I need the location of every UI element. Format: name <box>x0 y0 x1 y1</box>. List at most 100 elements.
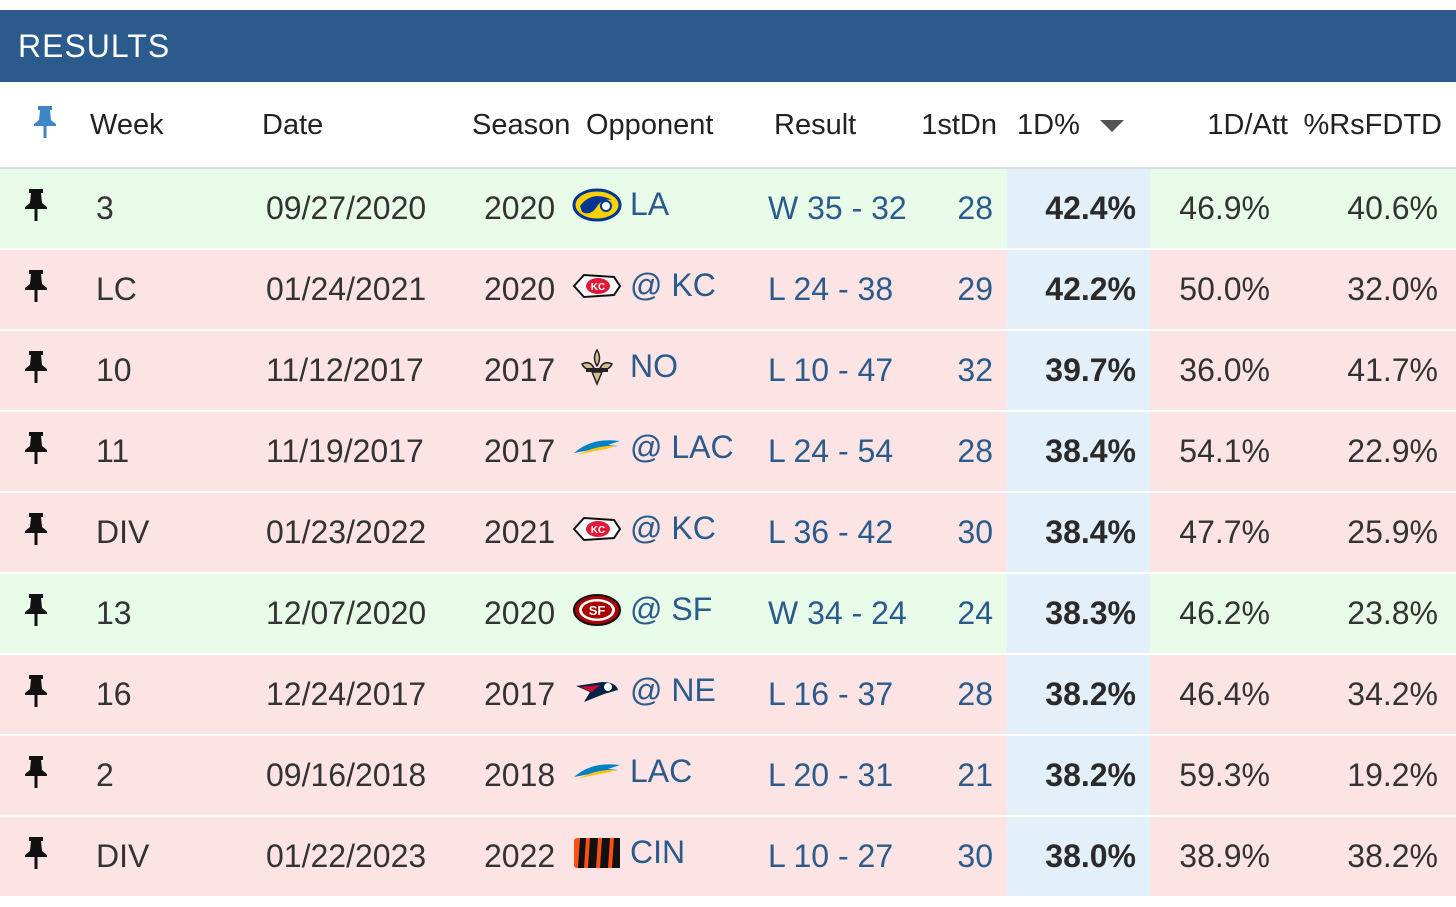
week-cell: 3 <box>80 168 250 250</box>
rsfdtd-cell: 22.9% <box>1298 411 1456 493</box>
first-down-pct-cell: 42.2% <box>1007 249 1150 331</box>
opponent-link[interactable]: LA <box>630 186 670 222</box>
opponent-cell[interactable]: @ LAC <box>572 411 752 493</box>
first-down-per-att-cell: 46.9% <box>1150 168 1298 250</box>
first-downs-link[interactable]: 32 <box>902 330 1007 412</box>
opponent-link[interactable]: LAC <box>630 753 693 789</box>
result-link[interactable]: L 24 - 38 <box>752 249 902 331</box>
rsfdtd-cell: 40.6% <box>1298 168 1456 250</box>
rsfdtd-cell: 41.7% <box>1298 330 1456 412</box>
column-header-first-downs[interactable]: 1stDn <box>902 84 1007 169</box>
opponent-cell[interactable]: LAC <box>572 735 752 817</box>
column-header-date[interactable]: Date <box>250 84 460 169</box>
pin-cell[interactable] <box>0 816 80 898</box>
pin-cell[interactable] <box>0 492 80 574</box>
result-link[interactable]: L 10 - 47 <box>752 330 902 412</box>
opponent-cell[interactable]: KC @ KC <box>572 492 752 574</box>
first-downs-link[interactable]: 24 <box>902 573 1007 655</box>
result-link[interactable]: W 34 - 24 <box>752 573 907 655</box>
opponent-cell[interactable]: CIN <box>572 816 752 898</box>
opponent-link[interactable]: @ NE <box>630 672 716 708</box>
column-header-season[interactable]: Season <box>460 84 572 169</box>
opponent-link[interactable]: @ KC <box>630 510 716 546</box>
season-cell: 2020 <box>460 249 572 331</box>
table-row: 13 12/07/2020 2020 SF @ SF W 34 - 24 24 … <box>0 573 1456 655</box>
chargers-logo <box>572 429 622 467</box>
first-downs-link[interactable]: 30 <box>902 492 1007 574</box>
chargers-logo-icon <box>574 439 620 455</box>
table-row: DIV 01/22/2023 2022 CIN L 10 - 27 30 38.… <box>0 816 1456 898</box>
first-down-pct-label: 1D% <box>1017 109 1080 141</box>
opponent-cell[interactable]: NO <box>572 330 752 412</box>
opponent-cell[interactable]: SF @ SF <box>572 573 752 655</box>
pin-cell[interactable] <box>0 330 80 412</box>
first-downs-link[interactable]: 28 <box>902 654 1007 736</box>
date-cell: 12/24/2017 <box>250 654 460 736</box>
week-cell: DIV <box>80 492 250 574</box>
result-link[interactable]: L 10 - 27 <box>752 816 902 898</box>
first-downs-link[interactable]: 30 <box>902 816 1007 898</box>
column-header-first-down-pct[interactable]: 1D% <box>1007 84 1150 169</box>
opponent-link[interactable]: CIN <box>630 834 686 870</box>
pin-icon[interactable] <box>22 350 50 384</box>
results-table-body: 3 09/27/2020 2020 LA W 35 - 32 28 42.4% … <box>0 168 1456 898</box>
date-cell: 01/22/2023 <box>250 816 460 898</box>
date-cell: 12/07/2020 <box>250 573 460 655</box>
pin-cell[interactable] <box>0 735 80 817</box>
opponent-link[interactable]: @ KC <box>630 267 716 303</box>
opponent-cell[interactable]: KC @ KC <box>572 249 752 331</box>
result-link[interactable]: L 16 - 37 <box>752 654 902 736</box>
column-header-first-down-per-att[interactable]: 1D/Att <box>1150 84 1298 169</box>
chiefs-logo: KC <box>572 510 622 548</box>
column-header-result[interactable]: Result <box>752 84 902 169</box>
season-cell: 2017 <box>460 654 572 736</box>
chargers-logo-icon <box>574 763 620 779</box>
pin-cell[interactable] <box>0 573 80 655</box>
pin-icon[interactable] <box>22 755 50 789</box>
first-downs-link[interactable]: 28 <box>902 411 1007 493</box>
pin-icon[interactable] <box>22 674 50 708</box>
pin-icon[interactable] <box>30 104 60 140</box>
first-downs-link[interactable]: 21 <box>902 735 1007 817</box>
pin-icon[interactable] <box>22 431 50 465</box>
pin-icon[interactable] <box>22 593 50 627</box>
pin-icon[interactable] <box>22 188 50 222</box>
bengals-logo <box>572 834 622 872</box>
pin-cell[interactable] <box>0 411 80 493</box>
result-link[interactable]: L 20 - 31 <box>752 735 902 817</box>
pin-column-header[interactable] <box>0 84 80 169</box>
opponent-link[interactable]: NO <box>630 348 678 384</box>
bengals-logo-icon <box>574 837 620 868</box>
rsfdtd-cell: 34.2% <box>1298 654 1456 736</box>
column-header-rsfdtd[interactable]: %RsFDTD <box>1298 84 1456 169</box>
week-cell: 11 <box>80 411 250 493</box>
date-cell: 01/24/2021 <box>250 249 460 331</box>
pin-cell[interactable] <box>0 168 80 250</box>
result-link[interactable]: W 35 - 32 <box>752 168 907 250</box>
pin-cell[interactable] <box>0 249 80 331</box>
opponent-cell[interactable]: @ NE <box>572 654 752 736</box>
49ers-logo: SF <box>572 591 622 629</box>
first-down-pct-cell: 38.4% <box>1007 411 1150 493</box>
opponent-link[interactable]: @ LAC <box>630 429 734 465</box>
opponent-cell[interactable]: LA <box>572 168 752 250</box>
table-row: 11 11/19/2017 2017 @ LAC L 24 - 54 28 38… <box>0 411 1456 493</box>
pin-icon[interactable] <box>22 512 50 546</box>
first-downs-link[interactable]: 28 <box>902 168 1007 250</box>
opponent-link[interactable]: @ SF <box>630 591 713 627</box>
season-cell: 2021 <box>460 492 572 574</box>
sort-descending-icon[interactable] <box>1099 120 1124 133</box>
result-link[interactable]: L 36 - 42 <box>752 492 902 574</box>
pin-cell[interactable] <box>0 654 80 736</box>
pin-icon[interactable] <box>22 269 50 303</box>
table-row: 3 09/27/2020 2020 LA W 35 - 32 28 42.4% … <box>0 168 1456 250</box>
pin-icon[interactable] <box>22 836 50 870</box>
rsfdtd-cell: 19.2% <box>1298 735 1456 817</box>
table-row: 10 11/12/2017 2017 NO L 10 - 47 32 39.7%… <box>0 330 1456 412</box>
rsfdtd-cell: 32.0% <box>1298 249 1456 331</box>
column-header-week[interactable]: Week <box>80 84 250 169</box>
week-cell: 2 <box>80 735 250 817</box>
column-header-opponent[interactable]: Opponent <box>572 84 752 169</box>
first-downs-link[interactable]: 29 <box>902 249 1007 331</box>
result-link[interactable]: L 24 - 54 <box>752 411 902 493</box>
